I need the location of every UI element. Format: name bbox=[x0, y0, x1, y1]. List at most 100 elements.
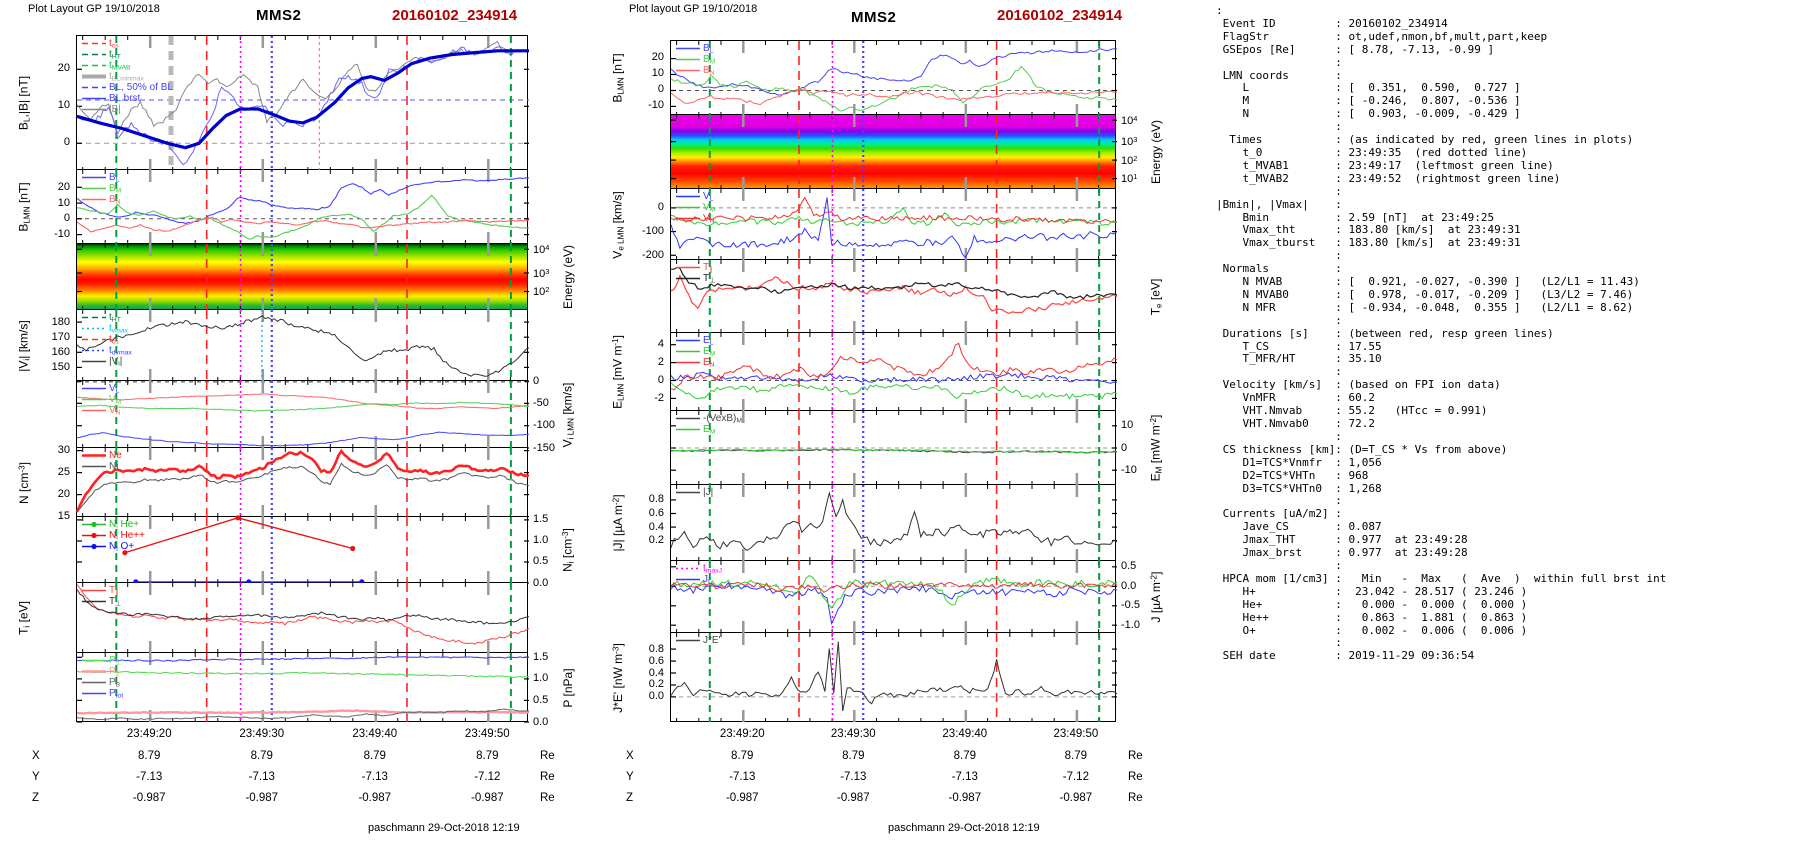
legend-entry: BL bbox=[82, 172, 121, 183]
legend-label: Ni O+ bbox=[109, 540, 135, 553]
legend-entry: tcs bbox=[82, 334, 132, 345]
legend-entry: |J| bbox=[676, 487, 713, 498]
info-line: Normals : bbox=[1216, 262, 1342, 276]
y-tick-label: 104 bbox=[1121, 113, 1138, 127]
y-tick-label: 0.0 bbox=[648, 690, 664, 703]
y-tick-label: 0.6 bbox=[648, 507, 664, 519]
table-unit: Re bbox=[1128, 792, 1143, 804]
chart-canvas bbox=[670, 333, 1118, 411]
series-Bmag bbox=[76, 40, 530, 135]
table-unit: Re bbox=[1128, 750, 1143, 762]
table-row-label: Y bbox=[32, 771, 40, 783]
info-line: Times : (as indicated by red, green line… bbox=[1216, 133, 1634, 147]
legend: P⊥ P∥ PB Ptot bbox=[82, 655, 123, 699]
y-tick-label: 20 bbox=[57, 488, 70, 501]
legend-entry: Ni He+ bbox=[82, 519, 145, 530]
legend-label: VM bbox=[109, 393, 122, 406]
legend-label: BN bbox=[109, 193, 121, 206]
legend-label: |B| bbox=[109, 104, 121, 115]
table-unit: Re bbox=[540, 771, 555, 783]
legend-entry: VM bbox=[676, 202, 715, 213]
info-line: He++ : 0.863 - 1.881 ( 0.863 ) bbox=[1216, 610, 1528, 624]
time-tick-label: 23:49:30 bbox=[239, 728, 285, 740]
legend-entry: BL, 50% of BL bbox=[82, 82, 173, 93]
info-line: N MVAB : [ 0.921, -0.027, -0.390 ] (L2/L… bbox=[1216, 275, 1640, 289]
legend-entry: Ptot bbox=[82, 688, 123, 699]
panel-vi-mag: tHT tvmax tcs tdvmax |Vi| bbox=[76, 310, 530, 381]
series-Tpar bbox=[670, 274, 1118, 315]
series-PB bbox=[76, 708, 530, 721]
y-tick-label: 160 bbox=[51, 345, 70, 358]
spectrogram-e-spectrogram bbox=[671, 115, 1115, 188]
panel-je: J*E' bbox=[670, 633, 1118, 722]
event-info-panel: : Event ID : 20160102_234914 FlagStr : o… bbox=[1216, 4, 1666, 663]
table-cell: 8.79 bbox=[1064, 750, 1088, 762]
chart-canvas bbox=[76, 170, 530, 244]
y-axis-title: Energy (eV) bbox=[561, 244, 575, 310]
table-unit: Re bbox=[1128, 771, 1143, 783]
legend-entry: BM bbox=[82, 183, 121, 194]
legend-label: |Vi| bbox=[109, 355, 123, 368]
y-tick-label: 0.0 bbox=[1121, 579, 1137, 592]
series-EN bbox=[670, 342, 1118, 391]
info-line: VHT.Nmvab0 : 72.2 bbox=[1216, 417, 1375, 430]
legend: tcs tHT tMVAB tBLminmax BL, 50% of BL BL brst… bbox=[82, 38, 173, 115]
y-tick-label: 15 bbox=[57, 510, 70, 523]
legend: VL VM VN bbox=[676, 191, 715, 224]
series-JM bbox=[670, 575, 1118, 609]
y-axis-title: BLMN [nT] bbox=[610, 52, 626, 103]
legend-label: Ptot bbox=[109, 687, 124, 700]
legend-label: -(VexB)M bbox=[703, 412, 743, 425]
y-tick-label: 0.6 bbox=[648, 654, 664, 667]
y-axis-title: ELMN [mV m-1] bbox=[610, 335, 626, 409]
middle-plot-spacecraft-title: MMS2 bbox=[851, 9, 897, 26]
legend-label: BL, 50% of BL bbox=[109, 82, 173, 93]
series-JL bbox=[670, 581, 1118, 626]
info-line: Vmax_tht : 183.80 [km/s] at 23:49:31 bbox=[1216, 223, 1521, 237]
legend-entry: VN bbox=[676, 213, 715, 224]
info-line: VnMFR : 60.2 bbox=[1216, 391, 1375, 405]
legend-label: Ne bbox=[109, 450, 122, 461]
table-cell: -7.12 bbox=[474, 771, 501, 783]
info-line: t_MVAB1 : 23:49:17 (leftmost green line) bbox=[1216, 158, 1554, 172]
table-cell: 8.79 bbox=[731, 750, 754, 762]
legend-label: tBLminmax bbox=[109, 70, 144, 83]
legend-entry: tMVAB bbox=[82, 60, 173, 71]
y-axis-title: J [µA m-2] bbox=[1149, 571, 1163, 623]
series-JN bbox=[670, 581, 1118, 593]
series-Ppar bbox=[76, 709, 530, 715]
legend-entry: BM bbox=[676, 54, 715, 65]
table-cell: -0.987 bbox=[358, 792, 392, 804]
legend-label: T⊥ bbox=[109, 595, 122, 608]
table-unit: Re bbox=[540, 750, 555, 762]
chart-canvas bbox=[76, 380, 530, 449]
y-tick-label: 0 bbox=[63, 135, 70, 148]
legend-entry: EM bbox=[676, 424, 742, 435]
panel-ve-lmn: VL VM VN bbox=[670, 189, 1118, 260]
info-line: Jmax_brst : 0.977 at 23:49:28 bbox=[1216, 546, 1468, 560]
y-tick-label: 1.5 bbox=[533, 650, 549, 663]
chart-canvas bbox=[76, 36, 530, 171]
y-tick-label: 0.5 bbox=[1121, 560, 1137, 573]
legend: J*E' bbox=[676, 635, 720, 646]
legend-label: BN bbox=[703, 64, 715, 77]
y-tick-label: -100 bbox=[641, 225, 664, 238]
middle-plot-event-id: 20160102_234914 bbox=[997, 7, 1123, 24]
data-point bbox=[235, 515, 241, 521]
y-tick-label: 0.4 bbox=[648, 666, 664, 679]
y-axis-title: |J| [µA m-2] bbox=[611, 494, 625, 552]
time-tick-label: 23:49:40 bbox=[942, 728, 988, 740]
legend-label: tvmax bbox=[109, 322, 129, 335]
y-axis-title: Ti [eV] bbox=[16, 601, 32, 635]
table-cell: 8.79 bbox=[842, 750, 865, 762]
table-cell: 8.79 bbox=[250, 750, 273, 762]
series-VN bbox=[76, 393, 529, 410]
legend-label: VN bbox=[703, 212, 715, 225]
info-line: LMN coords : bbox=[1216, 68, 1342, 82]
series-Jmag bbox=[670, 491, 1118, 552]
legend: BL BM BN bbox=[676, 43, 715, 76]
panel-e-spectrogram bbox=[670, 115, 1117, 189]
legend-label: P⊥ bbox=[109, 654, 122, 667]
y-tick-label: 4 bbox=[657, 338, 664, 351]
table-cell: -0.987 bbox=[245, 792, 279, 804]
